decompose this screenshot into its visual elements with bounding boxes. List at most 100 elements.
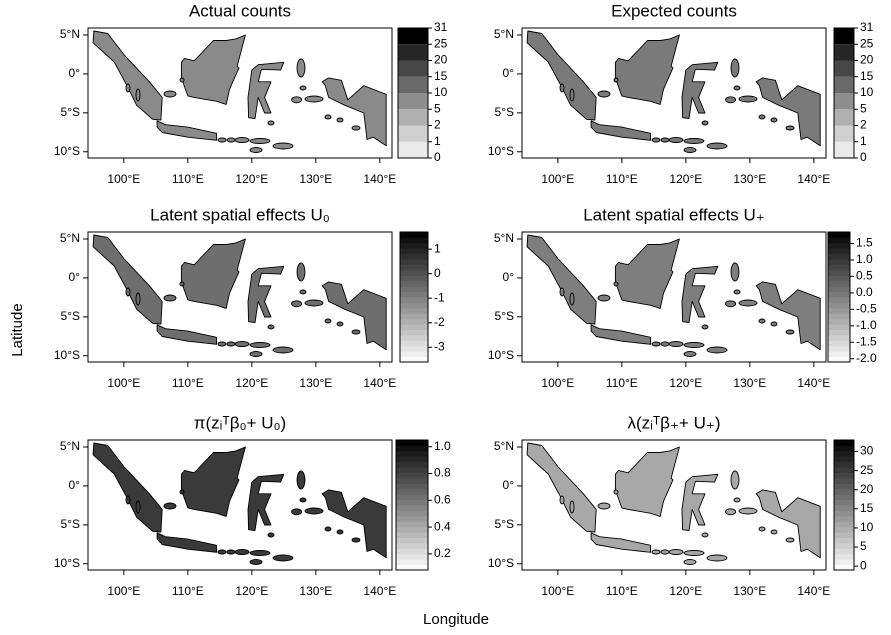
colorbar-label: 5 (860, 539, 867, 553)
colorbar-bin (398, 76, 428, 93)
colorbar-step (400, 297, 428, 303)
y-tick-label: 5°N (60, 231, 80, 245)
x-tick-label: 130°E (299, 172, 332, 186)
colorbar-step (834, 521, 854, 528)
colorbar-step (834, 472, 854, 479)
y-tick-label: 0° (69, 478, 81, 492)
panel-title: π(zᵢᵀβ₀+ U₀) (194, 413, 286, 432)
colorbar-step (400, 291, 428, 298)
colorbar-step (400, 351, 428, 358)
colorbar-label: 0.4 (434, 519, 451, 533)
colorbar-step (834, 461, 854, 468)
colorbar-label: 0 (434, 150, 441, 164)
colorbar-frame (399, 231, 429, 363)
colorbar-label: 0.0 (856, 285, 873, 299)
colorbar-label: -1.0 (856, 318, 877, 332)
colorbar-label: 1.0 (856, 252, 873, 266)
y-tick-label: 5°N (494, 27, 514, 41)
colorbar-step (400, 334, 428, 341)
colorbar-label: 10 (434, 85, 448, 99)
colorbar-step (400, 242, 428, 249)
plot-frame (521, 231, 827, 363)
colorbar-step (396, 559, 428, 566)
colorbar-bin (834, 109, 854, 126)
plot-frame (87, 27, 393, 159)
y-tick-label: 10°S (488, 144, 514, 158)
colorbar-step (400, 307, 428, 314)
colorbar-frame (397, 27, 429, 159)
colorbar-bin (834, 125, 854, 142)
map-islands (526, 234, 821, 357)
y-tick-label: 5°S (61, 105, 80, 119)
y-tick-label: 5°S (61, 517, 80, 531)
colorbar-step (400, 324, 428, 330)
colorbar-step (828, 275, 850, 282)
colorbar-step (396, 553, 428, 560)
y-tick-label: 5°N (60, 439, 80, 453)
y-tick-label: 10°S (488, 556, 514, 570)
map-islands (526, 442, 821, 565)
colorbar-step (834, 532, 854, 538)
colorbar-step (834, 515, 854, 522)
colorbar-bin (834, 60, 854, 77)
colorbar-step (828, 318, 850, 325)
colorbar-step (400, 340, 428, 347)
colorbar-label: -3 (434, 339, 445, 353)
y-tick-label: 5°N (494, 231, 514, 245)
panel-title: Actual counts (189, 1, 291, 20)
colorbar-step (834, 548, 854, 555)
colorbar-bin (834, 44, 854, 61)
y-tick-label: 5°S (61, 309, 80, 323)
y-tick-label: 10°S (54, 144, 80, 158)
colorbar-label: 1 (860, 134, 867, 148)
colorbar-label: 2 (860, 118, 867, 132)
colorbar-label: 20 (434, 53, 448, 67)
colorbar-label: 20 (860, 482, 874, 496)
colorbar-label: 0.6 (434, 492, 451, 506)
colorbar-step (828, 297, 850, 303)
x-tick-label: 130°E (733, 172, 766, 186)
colorbar-bin (398, 141, 428, 158)
colorbar-label: -1 (434, 290, 445, 304)
colorbar-step (396, 456, 428, 463)
x-tick-label: 140°E (797, 584, 830, 598)
colorbar-step (828, 345, 850, 352)
x-tick-label: 120°E (235, 584, 268, 598)
x-tick-label: 110°E (606, 172, 638, 186)
colorbar-label: -0.5 (856, 302, 877, 316)
colorbar-step (828, 307, 850, 314)
x-tick-label: 140°E (363, 172, 396, 186)
colorbar-step (400, 329, 428, 336)
colorbar-step (834, 494, 854, 501)
colorbar-step (400, 232, 428, 238)
colorbar-label: 15 (860, 501, 874, 515)
colorbar-step (828, 237, 850, 244)
colorbar-label: 10 (860, 520, 874, 534)
colorbar-step (828, 259, 850, 265)
colorbar-step (396, 548, 428, 555)
colorbar-step (828, 232, 850, 238)
x-tick-label: 110°E (172, 376, 204, 390)
colorbar-bin (834, 28, 854, 45)
colorbar-label: 1 (434, 134, 441, 148)
colorbar-bin (398, 109, 428, 126)
colorbar-frame (833, 27, 855, 159)
colorbar-frame (395, 439, 429, 571)
colorbar-step (834, 445, 854, 452)
y-tick-label: 10°S (54, 556, 80, 570)
plot-frame (521, 439, 827, 571)
colorbar-step (828, 269, 850, 276)
colorbar-step (400, 286, 428, 293)
x-tick-label: 120°E (669, 584, 702, 598)
colorbar-step (834, 505, 854, 511)
colorbar-label: 2 (434, 118, 441, 132)
colorbar-label: 1.5 (856, 236, 873, 250)
colorbar-step (396, 450, 428, 457)
colorbar-bin (834, 93, 854, 110)
colorbar-step (400, 356, 428, 363)
colorbar-step (396, 472, 428, 479)
y-axis-label: Latitude (9, 303, 26, 356)
colorbar-step (400, 259, 428, 265)
colorbar-bin (398, 44, 428, 61)
colorbar-step (834, 542, 854, 549)
